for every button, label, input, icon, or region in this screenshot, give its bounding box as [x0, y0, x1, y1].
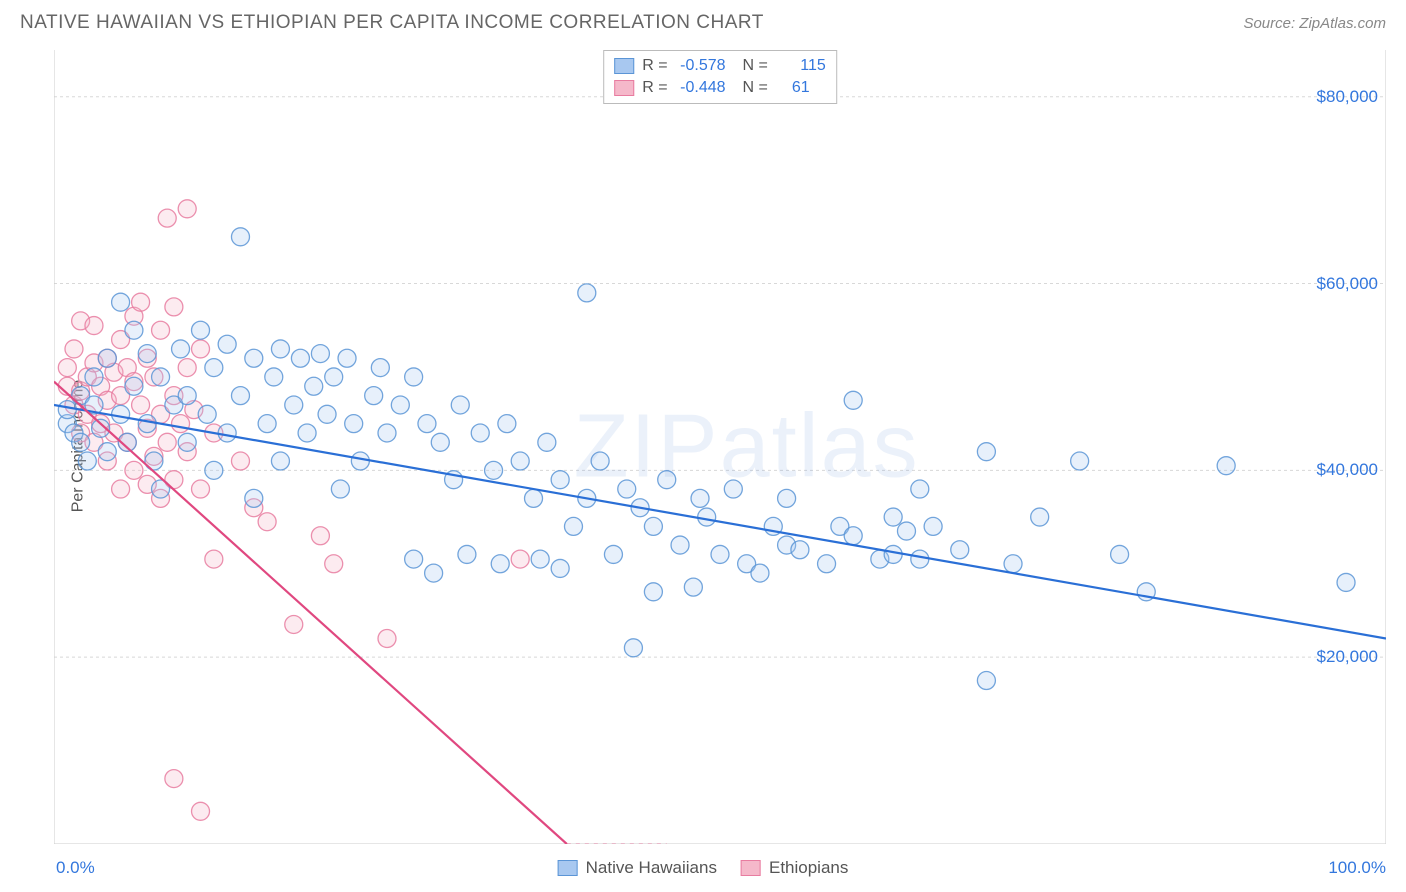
- x-axis-min: 0.0%: [56, 858, 95, 878]
- series-label-hawaiian: Native Hawaiians: [586, 858, 717, 878]
- y-tick-label: $60,000: [1317, 274, 1378, 294]
- legend-row-ethiopian: R = -0.448 N = 61: [614, 77, 826, 99]
- legend-row-hawaiian: R = -0.578 N = 115: [614, 55, 826, 77]
- source-label: Source: ZipAtlas.com: [1243, 15, 1386, 32]
- scatter-plot: [54, 50, 1386, 844]
- chart-title: NATIVE HAWAIIAN VS ETHIOPIAN PER CAPITA …: [20, 12, 764, 34]
- r-value-hawaiian: -0.578: [676, 55, 726, 77]
- r-value-ethiopian: -0.448: [676, 77, 726, 99]
- swatch-ethiopian: [614, 80, 634, 96]
- y-tick-label: $40,000: [1317, 460, 1378, 480]
- n-value-hawaiian: 115: [776, 55, 826, 77]
- correlation-legend: R = -0.578 N = 115 R = -0.448 N = 61: [603, 50, 837, 104]
- r-label: R =: [642, 77, 667, 99]
- swatch-ethiopian-icon: [741, 860, 761, 876]
- series-legend: Native Hawaiians Ethiopians: [558, 858, 849, 878]
- x-axis-max: 100.0%: [1328, 858, 1386, 878]
- y-tick-label: $20,000: [1317, 647, 1378, 667]
- r-label: R =: [642, 55, 667, 77]
- n-label: N =: [734, 55, 768, 77]
- y-tick-label: $80,000: [1317, 87, 1378, 107]
- n-label: N =: [734, 77, 768, 99]
- series-label-ethiopian: Ethiopians: [769, 858, 848, 878]
- legend-item-hawaiian: Native Hawaiians: [558, 858, 717, 878]
- n-value-ethiopian: 61: [776, 77, 826, 99]
- swatch-hawaiian-icon: [558, 860, 578, 876]
- chart-area: ZIPatlas R = -0.578 N = 115 R = -0.448 N…: [54, 50, 1386, 844]
- swatch-hawaiian: [614, 58, 634, 74]
- legend-item-ethiopian: Ethiopians: [741, 858, 848, 878]
